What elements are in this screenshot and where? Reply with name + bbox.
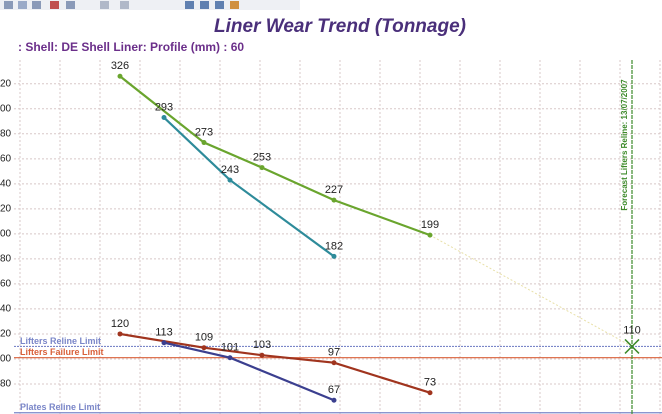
data-label: 103 <box>253 339 271 351</box>
point <box>427 232 433 238</box>
point <box>201 140 207 146</box>
point <box>227 355 233 361</box>
y-tick-label: 40 <box>0 178 12 189</box>
forecast-value: 110 <box>623 324 641 336</box>
point <box>427 390 433 396</box>
x-grid <box>19 60 661 414</box>
point <box>117 331 123 337</box>
data-label: 67 <box>328 384 340 396</box>
y-tick-label: 20 <box>0 78 12 89</box>
series-line <box>163 116 335 258</box>
point <box>201 345 207 351</box>
y-tick-label: 40 <box>0 304 12 315</box>
subtitle: : Shell: DE Shell Liner: Profile (mm) : … <box>18 40 244 54</box>
data-label: 109 <box>195 332 213 344</box>
y-tick-label: 20 <box>0 203 12 214</box>
point <box>161 340 167 346</box>
point <box>331 360 337 366</box>
point <box>331 253 337 259</box>
point <box>331 197 337 203</box>
data-label: 120 <box>111 318 129 330</box>
data-label: 113 <box>155 327 173 339</box>
data-label: 326 <box>111 60 129 72</box>
y-tick-label: 00 <box>0 229 12 240</box>
data-label: 182 <box>325 240 343 252</box>
series-line <box>119 75 431 237</box>
y-tick-label: 60 <box>0 279 12 290</box>
forecast-label: Forecast Lifters Reline: 13/07/2007 <box>620 79 629 211</box>
point <box>117 73 123 79</box>
data-label: 227 <box>325 184 343 196</box>
chart-title: Liner Wear Trend (Tonnage) <box>214 16 466 37</box>
reference-label: Lifters Reline Limit <box>20 336 101 346</box>
point <box>259 352 265 358</box>
y-tick-label: 80 <box>0 128 12 139</box>
point <box>259 165 265 171</box>
y-tick-label: 00 <box>0 354 12 365</box>
y-tick-label: 80 <box>0 254 12 265</box>
y-tick-label: 20 <box>0 329 12 340</box>
reference-label: Lifters Failure Limit <box>20 347 104 357</box>
reference-label: Plates Reline Limit <box>20 402 100 412</box>
point <box>161 115 167 121</box>
data-label: 73 <box>424 377 436 389</box>
point <box>227 177 233 183</box>
data-label: 97 <box>328 347 340 359</box>
y-tick-label: 80 <box>0 379 12 390</box>
data-label: 101 <box>221 342 239 354</box>
point <box>331 397 337 403</box>
data-label: 199 <box>421 219 439 231</box>
forecast-marker <box>624 338 640 354</box>
data-label: 243 <box>221 164 239 176</box>
series-line <box>163 341 335 402</box>
data-label: 253 <box>253 151 271 163</box>
toolbar <box>0 0 300 10</box>
y-tick-label: 00 <box>0 103 12 114</box>
data-label: 293 <box>155 101 173 113</box>
y-tick-label: 60 <box>0 153 12 164</box>
forecast-trend <box>429 234 633 347</box>
data-label: 273 <box>195 126 213 138</box>
